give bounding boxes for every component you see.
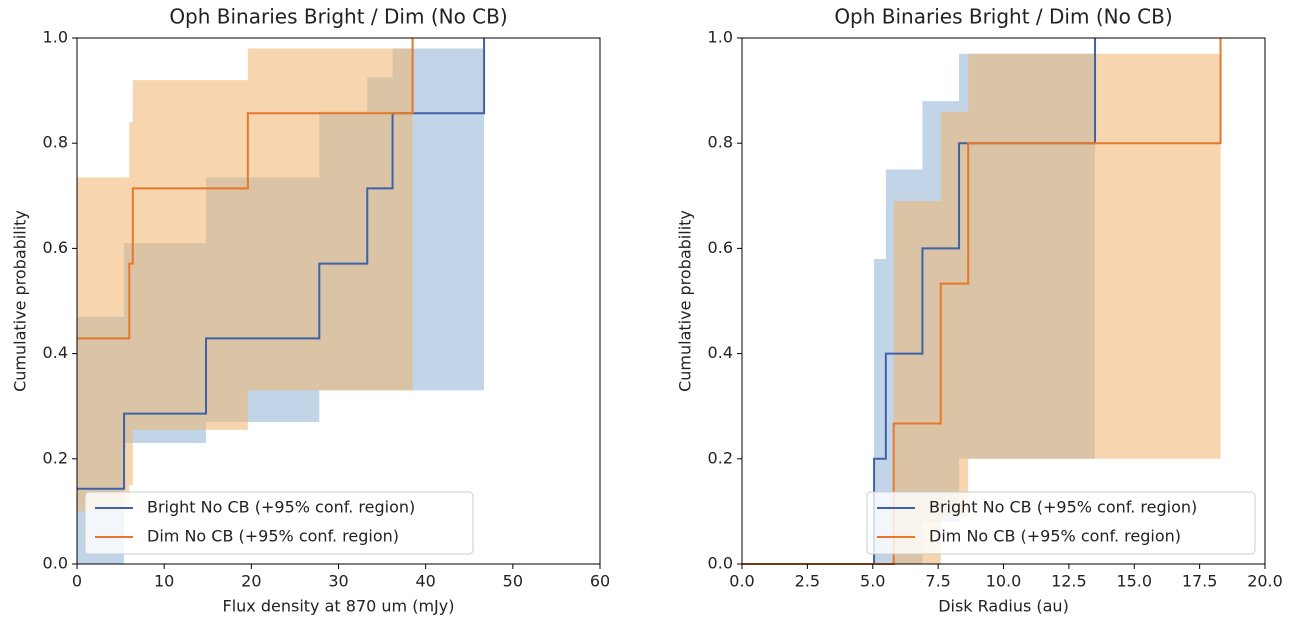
x-tick-label: 7.5 (925, 572, 950, 591)
y-axis-label: Cumulative probability (676, 210, 695, 392)
legend-label: Bright No CB (+95% conf. region) (929, 498, 1197, 517)
y-tick-label: 0.8 (708, 133, 733, 152)
y-tick-label: 0.6 (708, 238, 733, 257)
y-tick-label: 0.0 (708, 554, 733, 573)
x-axis-label: Flux density at 870 um (mJy) (223, 597, 455, 616)
step-line (77, 38, 414, 340)
legend-box (866, 491, 1256, 555)
x-tick-label: 60 (590, 572, 610, 591)
y-tick-label: 0.6 (43, 238, 68, 257)
x-tick-label: 40 (415, 572, 435, 591)
x-tick-label: 10.0 (986, 572, 1022, 591)
x-tick-label: 20.0 (1247, 572, 1283, 591)
x-tick-label: 0.0 (729, 572, 754, 591)
x-tick-label: 15.0 (1116, 572, 1152, 591)
chart-title: Oph Binaries Bright / Dim (No CB) (834, 5, 1172, 29)
y-tick-label: 1.0 (708, 28, 733, 47)
legend-box (84, 491, 474, 555)
x-tick-label: 30 (328, 572, 348, 591)
legend-label: Bright No CB (+95% conf. region) (147, 498, 415, 517)
y-axis-label: Cumulative probability (11, 210, 30, 392)
y-tick-label: 0.0 (43, 554, 68, 573)
y-tick-label: 0.2 (43, 448, 68, 467)
y-tick-label: 0.8 (43, 133, 68, 152)
x-tick-label: 5.0 (860, 572, 885, 591)
y-tick-label: 0.2 (708, 448, 733, 467)
x-tick-label: 10 (154, 572, 174, 591)
x-tick-label: 2.5 (795, 572, 820, 591)
x-tick-label: 17.5 (1182, 572, 1218, 591)
chart-title: Oph Binaries Bright / Dim (No CB) (169, 5, 507, 29)
y-tick-label: 0.4 (708, 343, 733, 362)
confidence-band (742, 53, 1221, 564)
legend-label: Dim No CB (+95% conf. region) (147, 527, 399, 546)
legend-label: Dim No CB (+95% conf. region) (929, 527, 1181, 546)
x-tick-label: 50 (503, 572, 523, 591)
x-tick-label: 20 (241, 572, 261, 591)
y-tick-label: 1.0 (43, 28, 68, 47)
x-axis-label: Disk Radius (au) (938, 597, 1069, 616)
y-tick-label: 0.4 (43, 343, 68, 362)
x-tick-label: 12.5 (1051, 572, 1087, 591)
confidence-band (77, 48, 413, 512)
x-tick-label: 0 (72, 572, 82, 591)
